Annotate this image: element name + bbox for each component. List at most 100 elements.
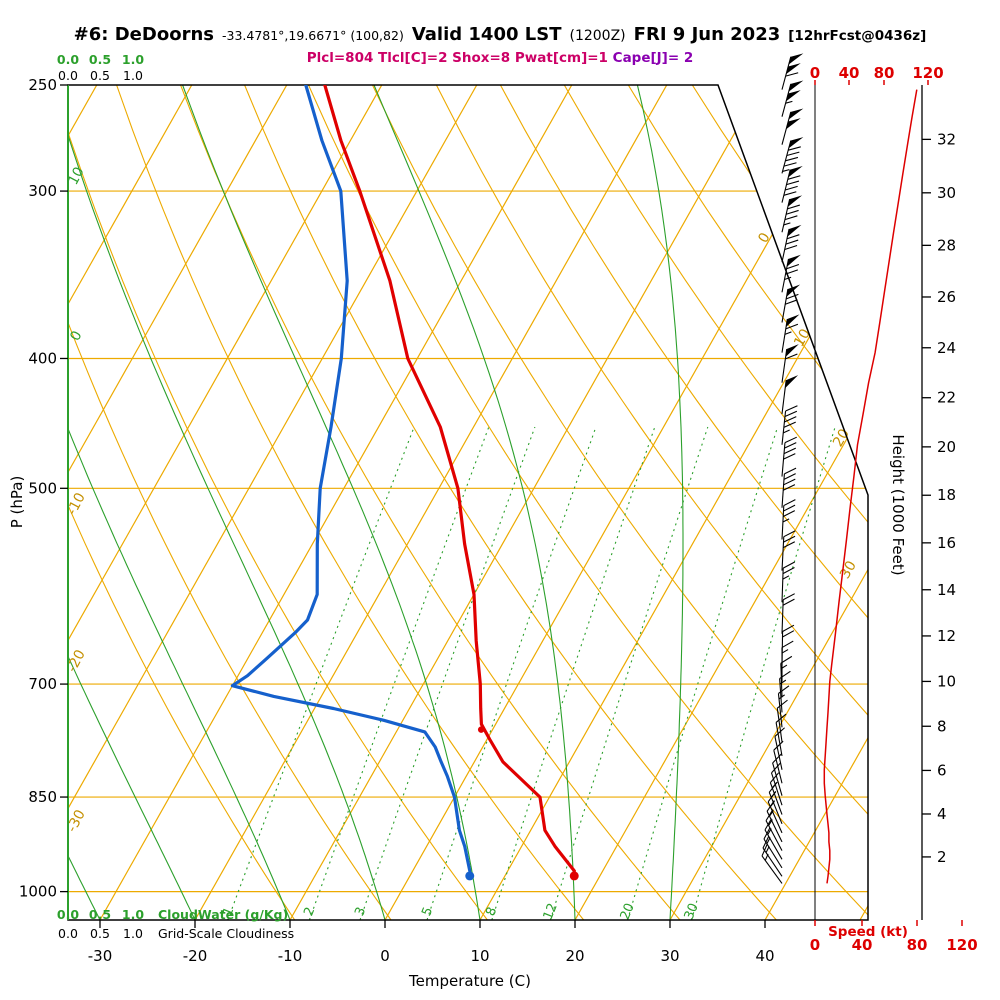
mixing-ratio-label: 30 — [682, 901, 702, 922]
speed-tick-label-top: 40 — [839, 64, 860, 82]
speed-tick-label-top: 120 — [912, 64, 943, 82]
isotherm-line — [0, 85, 2, 920]
height-tick-label: 8 — [937, 717, 947, 735]
sounding-title: #6: DeDoorns -33.4781°,19.6671° (100,82) V… — [0, 24, 1000, 45]
moist-adiabat-line — [636, 85, 684, 920]
cloudiness-scale-top: 0.5 — [90, 68, 110, 83]
isotherm-line — [764, 85, 868, 920]
dry-adiabat-line — [499, 85, 868, 920]
height-tick-label: 22 — [937, 389, 956, 407]
pressure-tick-label: 850 — [28, 788, 57, 806]
temperature-tick-label: 40 — [755, 947, 774, 965]
pressure-axis-title: P (hPa) — [8, 476, 26, 529]
cloudwater-scale-top: 0.5 — [89, 52, 111, 67]
isotherm-line — [479, 85, 868, 920]
speed-profile: 0 0 40 40 80 80 120 120 Speed (kt) — [810, 64, 978, 954]
speed-tick-label-bottom: 40 — [852, 936, 873, 954]
valid-utc: (1200Z) — [569, 28, 626, 44]
isotherm-cut-label: 0 — [755, 230, 773, 246]
height-tick-label: 2 — [937, 848, 947, 866]
moist-adiabat-line — [68, 85, 196, 920]
isotherm-line — [99, 85, 573, 920]
moist-adiabat-line — [373, 85, 576, 920]
pressure-tick-label: 300 — [28, 182, 57, 200]
speed-axis-title: Speed (kt) — [828, 924, 908, 940]
cloudiness-scale-top: 0.0 — [58, 68, 78, 83]
temperature-tick-label: -10 — [278, 947, 303, 965]
height-tick-label: 6 — [937, 761, 947, 779]
dry-adiabat-line — [116, 85, 585, 920]
height-tick-label: 32 — [937, 130, 956, 148]
cloudiness-scale-top: 1.0 — [123, 68, 143, 83]
dry-adiabat-line — [180, 85, 681, 920]
stability-indices: Plcl=804 Tlcl[C]=2 Shox=8 Pwat[cm]=1 Cap… — [0, 50, 1000, 66]
temperature-trace — [323, 85, 576, 873]
cloudwater-axis-title: CloudWater (g/Kg) — [158, 907, 288, 922]
temperature-tick-label: -30 — [88, 947, 113, 965]
isotherm-line — [68, 85, 383, 920]
height-tick-label: 14 — [937, 581, 956, 599]
height-tick-label: 26 — [937, 288, 956, 306]
surface-dewpoint-dot — [465, 871, 475, 881]
height-tick-label: 10 — [937, 672, 956, 690]
dry-adiabat-label: 10 — [65, 164, 87, 187]
station-id: #6: DeDoorns — [73, 24, 214, 45]
valid-date: FRI 9 Jun 2023 — [633, 24, 781, 45]
lcl-marker — [477, 726, 485, 733]
wind-barbs — [761, 53, 804, 884]
cape-text: Cape[J]= 2 — [612, 50, 694, 66]
isotherm-line — [68, 85, 478, 920]
dry-adiabat-label: 0 — [67, 328, 85, 343]
mixing-ratio-label: 20 — [618, 901, 638, 922]
cloud-scales: 0.00.00.50.51.01.00.00.00.50.51.01.0Clou… — [57, 52, 294, 941]
cloudwater-scale-bottom: 0.5 — [89, 907, 111, 922]
mixing-ratio-label: 8 — [483, 905, 500, 918]
height-tick-label: 16 — [937, 534, 956, 552]
pressure-tick-label: 500 — [28, 479, 57, 497]
dewpoint-trace — [230, 85, 472, 873]
mixing-ratio-label: 5 — [419, 905, 436, 918]
mixing-ratio-line — [491, 426, 656, 920]
speed-curve — [823, 89, 918, 884]
cloudiness-scale-bottom: 0.0 — [58, 926, 78, 941]
height-tick-label: 24 — [937, 339, 956, 357]
isotherm-cut-label: 20 — [830, 426, 853, 449]
moist-adiabat-line — [68, 85, 386, 920]
dry-adiabat-line — [372, 85, 868, 920]
dry-adiabat-line — [627, 85, 868, 920]
pressure-axis: 250 300 400 500 700 850 1000 P (hPa) — [8, 76, 68, 901]
isotherm-line — [859, 85, 868, 920]
height-tick-label: 12 — [937, 627, 956, 645]
speed-tick-label-bottom: 0 — [810, 936, 820, 954]
temperature-axis-title: Temperature (C) — [408, 972, 531, 990]
isotherm-cut-label: 30 — [837, 558, 860, 581]
moist-adiabat-line — [68, 85, 291, 920]
cloudiness-scale-bottom: 0.5 — [90, 926, 110, 941]
speed-tick-label-top: 80 — [874, 64, 895, 82]
cloudwater-scale-bottom: 1.0 — [122, 907, 144, 922]
background-grid — [0, 85, 868, 920]
temperature-tick-label: 20 — [565, 947, 584, 965]
station-location: -33.4781°,19.6671° (100,82) — [221, 28, 404, 43]
height-tick-label: 18 — [937, 486, 956, 504]
moist-adiabat-line — [182, 85, 481, 920]
mixing-ratio-line — [549, 426, 709, 920]
dry-adiabat-line — [68, 85, 296, 920]
mixing-ratio-label: 12 — [541, 901, 561, 922]
temperature-tick-label: 10 — [470, 947, 489, 965]
pressure-tick-label: 700 — [28, 675, 57, 693]
forecast-info: [12hrFcst@0436z] — [788, 28, 927, 44]
speed-tick-label-top: 0 — [810, 64, 820, 82]
dry-adiabat-line — [68, 85, 488, 920]
sounding-traces — [230, 85, 579, 881]
speed-tick-label-bottom: 120 — [946, 936, 977, 954]
temperature-tick-label: 0 — [380, 947, 390, 965]
height-tick-label: 28 — [937, 236, 956, 254]
pressure-tick-label: 250 — [28, 76, 57, 94]
mixing-ratio-line — [426, 426, 597, 920]
mixing-ratio-line — [308, 426, 490, 920]
mixing-ratio-label: 2 — [301, 905, 318, 918]
isotherm-line — [194, 85, 668, 920]
